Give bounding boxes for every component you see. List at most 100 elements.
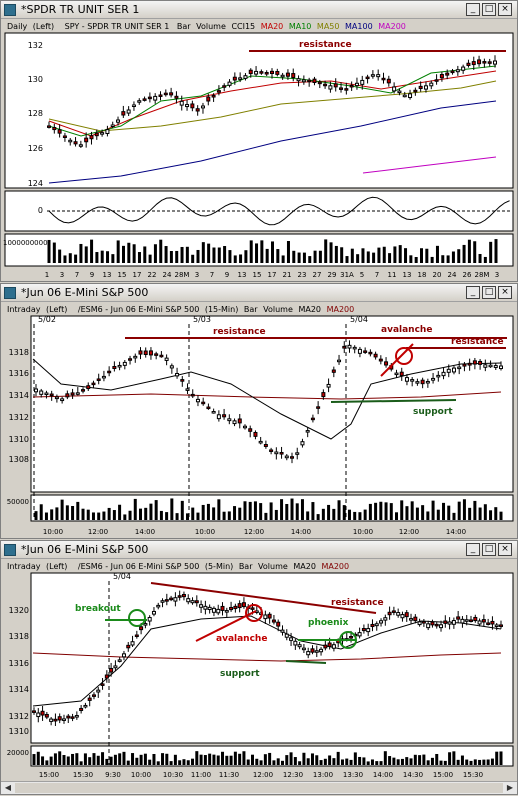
candle: [131, 104, 136, 107]
minimize-button[interactable]: _: [466, 543, 480, 556]
scroll-left-icon[interactable]: ◀: [4, 783, 12, 792]
header-item: Bar: [176, 22, 191, 31]
candle: [153, 95, 158, 101]
support-line: [330, 399, 457, 403]
volume-bar: [165, 512, 169, 520]
maximize-button[interactable]: □: [482, 286, 496, 299]
volume-bar: [39, 504, 43, 520]
resistance-label: resistance: [213, 327, 266, 337]
volume-bar: [467, 239, 471, 263]
support-label: support: [220, 669, 260, 679]
volume-bar: [393, 246, 397, 263]
volume-bar: [302, 252, 306, 263]
header-item: CCI15: [231, 22, 256, 31]
candle: [34, 388, 38, 393]
volume-bar: [465, 759, 469, 765]
x-tick-label: 24: [448, 271, 457, 279]
candle: [53, 718, 58, 722]
candle: [284, 633, 289, 638]
candle: [133, 355, 138, 359]
close-button[interactable]: ×: [498, 286, 512, 299]
candle: [122, 361, 127, 366]
volume-bar: [217, 499, 221, 520]
horizontal-scrollbar[interactable]: ◀ ▶: [1, 781, 517, 794]
volume-bar: [383, 751, 387, 765]
candle: [486, 622, 491, 625]
candle: [466, 62, 471, 66]
candle: [195, 108, 200, 112]
volume-bar: [148, 254, 152, 263]
volume-bar: [281, 255, 285, 263]
x-tick-label: 10:00: [195, 528, 215, 536]
candle: [151, 610, 156, 615]
candle: [472, 360, 477, 365]
volume-bar: [272, 760, 276, 765]
volume-bar: [494, 507, 498, 520]
volume-bar: [368, 503, 372, 520]
title-bar[interactable]: *Jun 06 E-Mini S&P 500 _ □ ×: [1, 541, 517, 559]
volume-bar: [102, 511, 106, 520]
volume-bar: [353, 511, 357, 520]
candle: [280, 629, 285, 633]
volume-bar: [441, 255, 445, 263]
maximize-button[interactable]: □: [482, 543, 496, 556]
candle: [392, 86, 397, 92]
candle: [91, 694, 96, 697]
candle: [477, 59, 482, 65]
x-tick-label: 15:00: [433, 771, 453, 779]
volume-bar: [345, 758, 349, 765]
volume-bar: [207, 243, 211, 263]
candle: [460, 618, 465, 624]
scroll-right-icon[interactable]: ▶: [506, 783, 514, 792]
volume-bar: [143, 246, 147, 263]
candle: [110, 124, 115, 127]
date-mark: 5/03: [193, 315, 211, 324]
header-item: (15-Min): [204, 305, 239, 314]
volume-bar: [95, 252, 99, 263]
volume-bar: [246, 759, 250, 765]
volume-bar: [400, 500, 404, 520]
close-button[interactable]: ×: [498, 543, 512, 556]
candle: [301, 647, 306, 651]
candle: [227, 81, 232, 86]
volume-bar: [410, 501, 414, 520]
price-panel: [4, 32, 514, 189]
candle: [79, 707, 84, 711]
x-tick-label: 21: [283, 271, 292, 279]
candle: [319, 648, 324, 653]
candle: [126, 109, 131, 114]
volume-bar: [122, 751, 126, 765]
maximize-button[interactable]: □: [482, 3, 496, 16]
candle: [250, 607, 255, 610]
candle: [181, 593, 186, 598]
header-item: MA200: [378, 22, 406, 31]
header-item: MA100: [345, 22, 373, 31]
close-button[interactable]: ×: [498, 3, 512, 16]
title-bar[interactable]: *SPDR TR UNIT SER 1 _ □ ×: [1, 1, 517, 19]
y-tick-label: 1310: [9, 435, 29, 444]
volume-bar: [128, 510, 132, 520]
candle: [439, 624, 444, 629]
title-bar[interactable]: *Jun 06 E-Mini S&P 500 _ □ ×: [1, 284, 517, 302]
candle: [229, 606, 234, 611]
candle: [361, 628, 366, 632]
scrollbar-thumb[interactable]: [15, 783, 503, 793]
candle: [387, 611, 392, 616]
candle: [478, 360, 483, 365]
volume-tick-label: 50000: [7, 498, 29, 506]
header-item: Volume: [263, 305, 293, 314]
candle: [190, 103, 195, 109]
volume-bar: [47, 239, 51, 263]
minimize-button[interactable]: _: [466, 286, 480, 299]
volume-bar: [185, 246, 189, 263]
volume-bar: [88, 757, 92, 765]
candle: [370, 74, 375, 77]
x-tick-label: 12:00: [244, 528, 264, 536]
candle: [65, 393, 70, 398]
volume-bar: [169, 250, 173, 263]
header-item: MA20: [260, 22, 284, 31]
minimize-button[interactable]: _: [466, 3, 480, 16]
volume-bar: [44, 512, 48, 520]
volume-bar: [395, 512, 399, 520]
volume-bar: [362, 757, 366, 765]
